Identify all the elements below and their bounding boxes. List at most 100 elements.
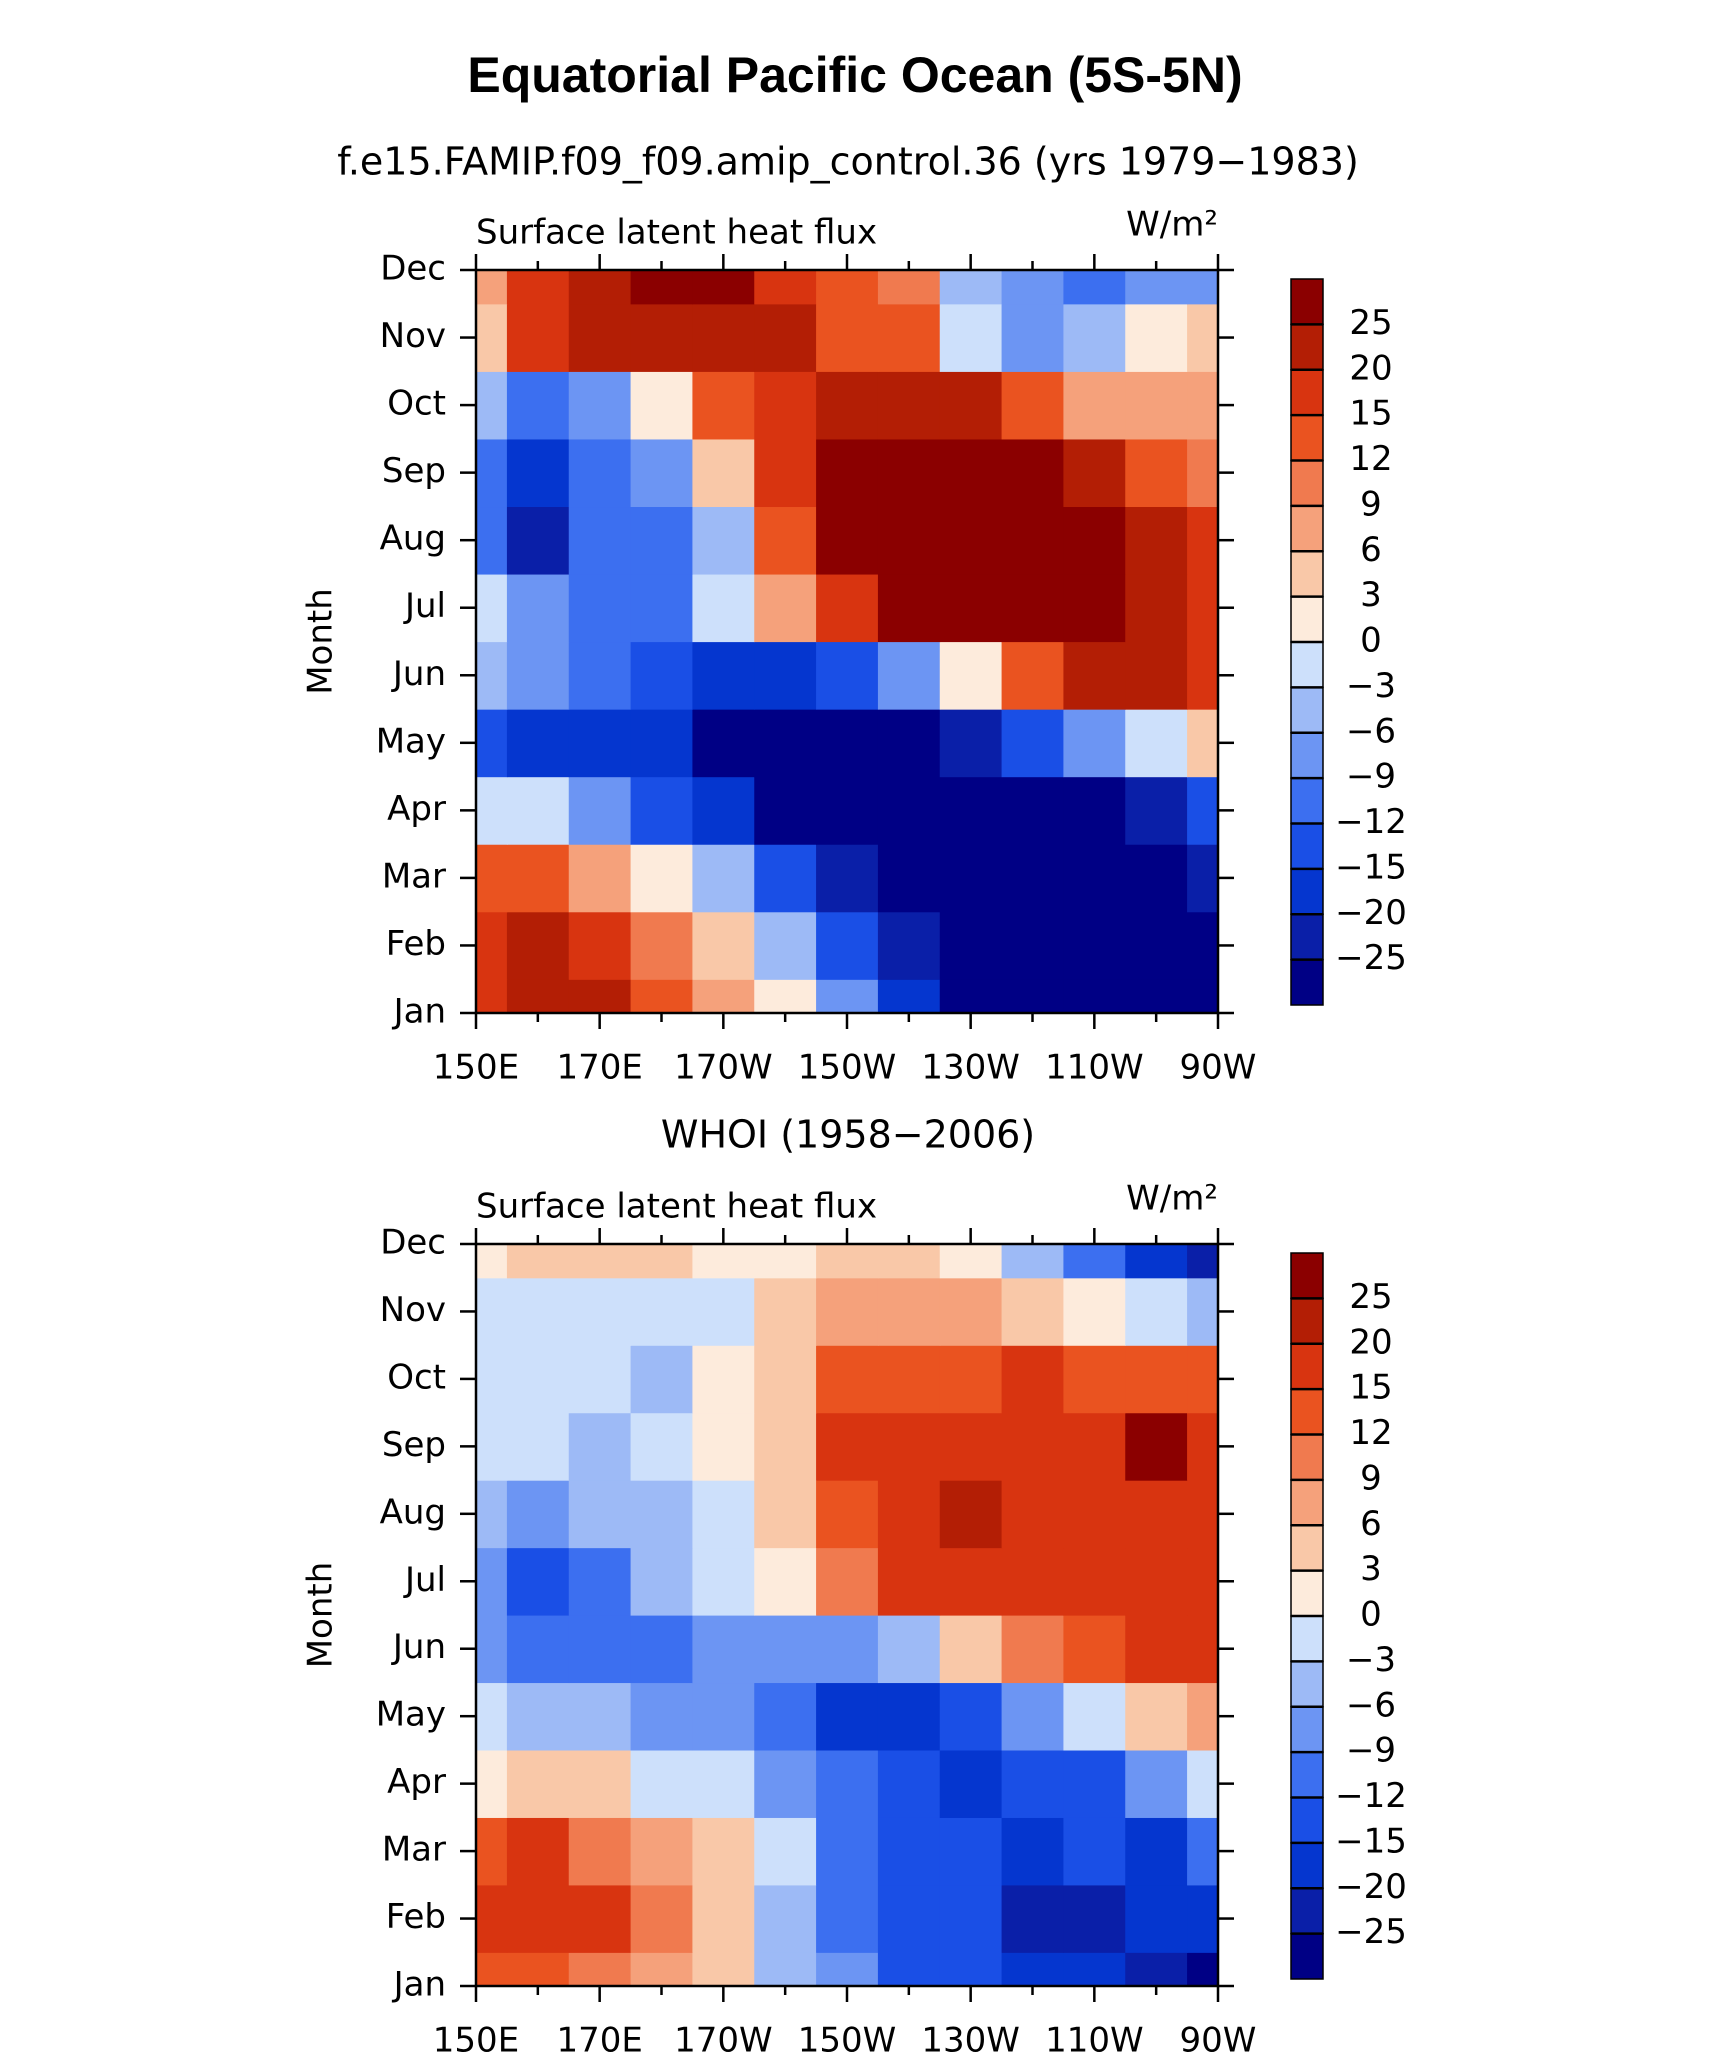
colorbar-box (1290, 1297, 1324, 1345)
x-tick-label: 170W (674, 1048, 773, 1088)
colorbar-box (1290, 459, 1324, 507)
contour-cell (506, 1615, 570, 1684)
contour-cell (506, 1244, 570, 1279)
contour-cell (630, 1615, 694, 1684)
contour-cell (877, 844, 941, 913)
contour-cell (568, 371, 632, 440)
contour-cell (877, 1682, 941, 1751)
colorbar-box (1290, 369, 1324, 416)
colorbar-label: −20 (1335, 1867, 1407, 1907)
contour-cell (476, 1952, 508, 1986)
contour-cell (568, 844, 632, 913)
colorbar-box (1290, 868, 1324, 915)
contour-cell (877, 270, 941, 305)
contour-cell (939, 1345, 1003, 1414)
contour-cell (1001, 1412, 1065, 1481)
contour-cell (692, 1277, 755, 1346)
colorbar-box (1290, 278, 1324, 326)
contour-cell (476, 1615, 508, 1684)
figure-title: Equatorial Pacific Ocean (5S-5N) (467, 47, 1242, 103)
contour-cell (1187, 1615, 1218, 1684)
contour-cell (630, 709, 694, 778)
contour-cell (1125, 1345, 1188, 1414)
contour-cell (476, 1412, 508, 1481)
colorbar-box (1290, 1842, 1324, 1889)
contour-cell (1187, 844, 1218, 913)
contour-cell (1063, 1547, 1126, 1616)
contour-cell (476, 1749, 508, 1818)
contour-cell (568, 1480, 632, 1549)
contour-cell (1063, 641, 1126, 710)
colorbar-box (1290, 1932, 1324, 1980)
contour-cell (754, 641, 817, 710)
contour-cell (692, 506, 755, 575)
contour-cell (476, 1884, 508, 1953)
x-tick-label: 90W (1180, 2021, 1257, 2061)
contour-cell (816, 1749, 879, 1818)
contour-cell (816, 1682, 879, 1751)
contour-cell (939, 1244, 1003, 1279)
contour-cell (939, 506, 1003, 575)
contour-cell (1187, 438, 1218, 508)
contour-cell (630, 303, 694, 372)
contour-cell (1001, 1817, 1065, 1886)
contour-cell (476, 844, 508, 913)
contour-cell (877, 303, 941, 372)
contour-cell (1001, 641, 1065, 710)
contour-cell (1125, 776, 1188, 845)
contour-cell (1187, 1480, 1218, 1549)
contour-cell (506, 270, 570, 305)
contour-cell (1001, 776, 1065, 845)
contour-cell (1063, 776, 1126, 845)
y-tick-label: Sep (382, 1425, 446, 1465)
contour-cell (1187, 506, 1218, 575)
colorbar-label: −3 (1346, 666, 1396, 706)
contour-cell (506, 911, 570, 980)
contour-cell (476, 641, 508, 710)
contour-cell (816, 1277, 879, 1346)
colorbar-box (1290, 1388, 1324, 1436)
colorbar-label: 12 (1349, 439, 1392, 479)
contour-cell (568, 1952, 632, 1986)
panel-subtitle: f.e15.FAMIP.f09_f09.amip_control.36 (yrs… (337, 140, 1359, 184)
contour-cell (1125, 1480, 1188, 1549)
contour-cell (692, 1952, 755, 1986)
contour-cell (816, 709, 879, 778)
y-tick-label: Dec (380, 249, 446, 289)
contour-cell (476, 371, 508, 440)
y-tick-label: Nov (380, 316, 446, 356)
colorbar-label: −6 (1346, 711, 1396, 751)
contour-cell (877, 1244, 941, 1279)
contour-cell (1125, 1547, 1188, 1616)
x-tick-label: 130W (921, 1048, 1020, 1088)
contour-cell (1125, 1277, 1188, 1346)
contour-cell (1063, 1682, 1126, 1751)
contour-field (476, 270, 1218, 1013)
contour-cell (939, 641, 1003, 710)
colorbar-box (1290, 686, 1324, 734)
contour-cell (754, 506, 817, 575)
contour-cell (1001, 1884, 1065, 1953)
contour-cell (1125, 641, 1188, 710)
contour-cell (877, 641, 941, 710)
contour-cell (1125, 844, 1188, 913)
contour-cell (1001, 844, 1065, 913)
contour-cell (754, 1480, 817, 1549)
contour-cell (1063, 709, 1126, 778)
contour-cell (1187, 709, 1218, 778)
colorbar-label: 3 (1360, 1549, 1382, 1589)
contour-cell (476, 709, 508, 778)
y-tick-label: Sep (382, 451, 446, 491)
contour-cell (877, 573, 941, 643)
x-tick-label: 170E (556, 1048, 642, 1088)
colorbar-label: 6 (1360, 530, 1382, 570)
contour-cell (1125, 1682, 1188, 1751)
contour-cell (877, 1547, 941, 1616)
contour-cell (1063, 1277, 1126, 1346)
contour-cell (1001, 1244, 1065, 1279)
contour-cell (1125, 371, 1188, 440)
contour-cell (692, 709, 755, 778)
contour-cell (476, 911, 508, 980)
contour-cell (939, 1480, 1003, 1549)
contour-cell (630, 1480, 694, 1549)
